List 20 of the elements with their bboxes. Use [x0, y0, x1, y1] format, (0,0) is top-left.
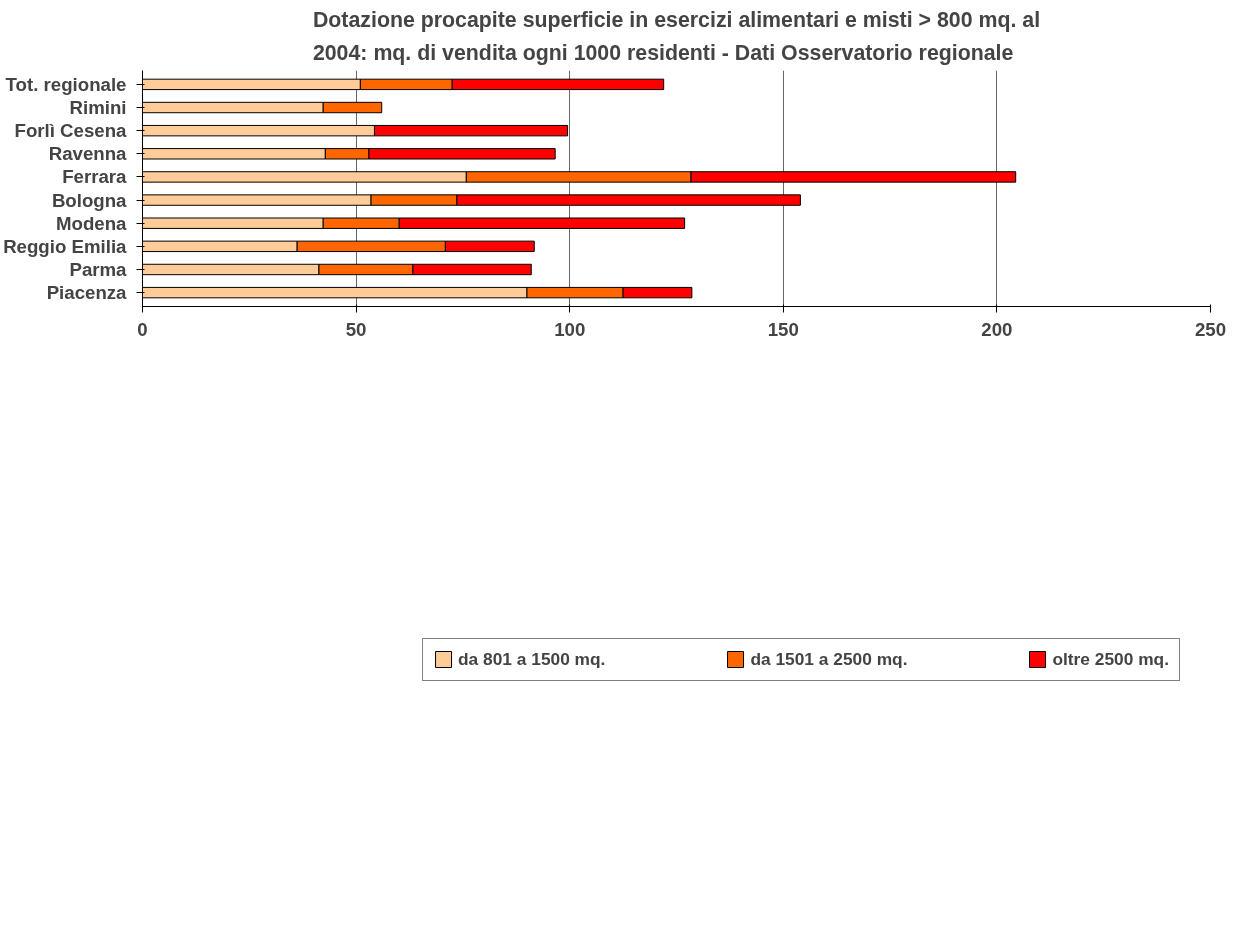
x-tick-label: 250: [1194, 318, 1227, 340]
y-tick-label: Ravenna: [48, 143, 128, 165]
y-tick-label: Bologna: [51, 189, 128, 211]
chart-title: Dotazione procapite superficie in esercizi alimentari e misti > 800 mq. al 2004: mq. di vendita ogni 1000 residenti - Dati Osservatorio regionale: [312, 7, 1041, 66]
x-tick-label: 150: [767, 318, 799, 340]
y-tick-label: Piacenza: [46, 282, 128, 304]
legend-label: da 1501 a 2500 mq.: [750, 648, 908, 670]
legend-label: oltre 2500 mq.: [1052, 648, 1169, 670]
x-tick-label: 0: [137, 318, 148, 340]
y-tick-label: Parma: [69, 258, 128, 280]
x-tick-label: 100: [554, 318, 586, 340]
y-tick-label: Forlì Cesena: [14, 120, 128, 142]
y-tick-label: Tot. regionale: [5, 73, 127, 95]
y-tick-label: Modena: [56, 212, 128, 234]
x-tick-label: 50: [345, 318, 367, 340]
y-tick-label: Ferrara: [62, 166, 128, 188]
y-tick-label: Rimini: [69, 97, 127, 119]
legend-label: da 801 a 1500 mq.: [458, 648, 606, 670]
x-tick-label: 200: [981, 318, 1013, 340]
y-tick-label: Reggio Emilia: [3, 235, 128, 257]
